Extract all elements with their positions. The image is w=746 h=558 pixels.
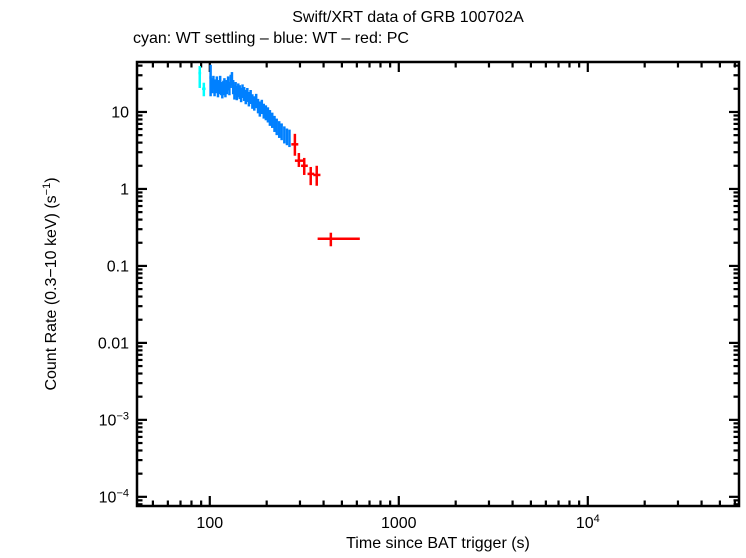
x-tick-label: 100 xyxy=(196,515,223,532)
x-tick-label: 1000 xyxy=(381,515,417,532)
y-tick-label: 0.01 xyxy=(98,335,129,352)
axis-ticks xyxy=(137,62,739,506)
series-wt-settling xyxy=(198,66,206,97)
y-tick-label: 10−3 xyxy=(99,410,129,429)
x-tick-label: 104 xyxy=(576,513,600,532)
y-tick-label: 0.1 xyxy=(107,258,129,275)
series-pc xyxy=(291,133,360,247)
chart-title: Swift/XRT data of GRB 100702A xyxy=(292,9,524,26)
x-axis-label: Time since BAT trigger (s) xyxy=(346,535,530,552)
series-wt xyxy=(209,64,291,148)
y-tick-label: 10 xyxy=(111,104,129,121)
y-tick-label: 1 xyxy=(120,181,129,198)
chart-subtitle: cyan: WT settling – blue: WT – red: PC xyxy=(133,30,409,47)
tick-labels: 100 1000 104 10 1 0.1 0.01 10−3 10−4 xyxy=(98,104,600,532)
plot-frame xyxy=(135,60,741,508)
y-tick-label: 10−4 xyxy=(99,487,129,506)
